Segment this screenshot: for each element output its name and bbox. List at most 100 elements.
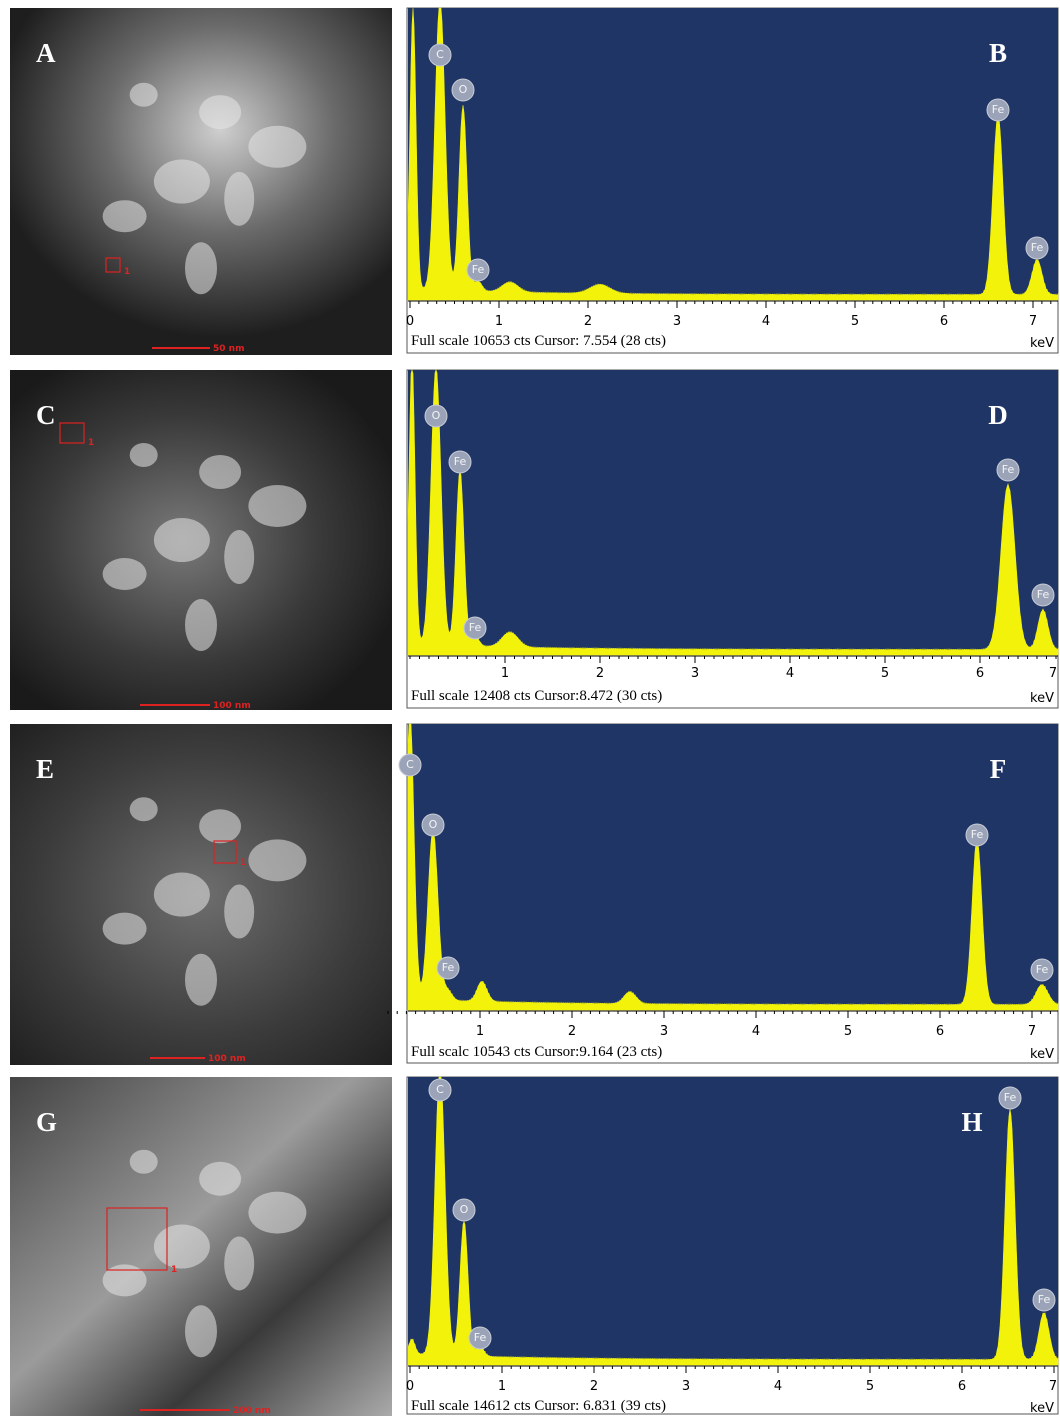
x-tick-label: 5: [851, 314, 859, 329]
x-tick-label: 7: [1028, 1024, 1036, 1039]
particle: [248, 1192, 306, 1234]
image-label: E: [36, 754, 54, 784]
particle: [130, 1150, 158, 1174]
spectrum-caption: Full scale 12408 cts Cursor:8.472 (30 ct…: [411, 688, 662, 704]
x-tick-label: 3: [691, 666, 699, 681]
particle: [199, 95, 241, 129]
particle: [224, 885, 254, 939]
x-tick-label: 6: [976, 666, 984, 681]
particle: [248, 126, 306, 168]
panel-row: A 1 50 nm 0 1 2 3 4 5 6 7 Full scale 10653 cts Curs…: [10, 8, 1058, 355]
spectrum-plot: [408, 724, 1058, 1010]
x-tick-label: 1: [501, 666, 509, 681]
spectrum-label: F: [990, 754, 1007, 784]
x-tick-label: 2: [590, 1379, 598, 1394]
spectrum-plot: [408, 8, 1058, 300]
x-tick-label: 7: [1029, 314, 1037, 329]
particle: [224, 530, 254, 584]
peak-label: O: [429, 818, 438, 831]
scale-bar-label: 100 nm: [213, 701, 251, 711]
unit-label: keV: [1030, 1401, 1054, 1416]
scale-bar-label: 50 nm: [213, 344, 244, 354]
peak-label: C: [436, 48, 444, 61]
peak-label: Fe: [469, 621, 482, 634]
peak-label: Fe: [1031, 241, 1044, 254]
spectrum-caption: Full scale 14612 cts Cursor: 6.831 (39 c…: [411, 1398, 666, 1414]
particle: [199, 1162, 241, 1196]
peak-label: Fe: [1004, 1091, 1017, 1104]
particle: [103, 558, 147, 590]
particle: [224, 172, 254, 226]
x-tick-label: 0: [406, 1379, 414, 1394]
spectrum-caption: Full scalc 10543 cts Cursor:9.164 (23 ct…: [411, 1044, 662, 1060]
x-tick-label: 6: [940, 314, 948, 329]
peak-label: Fe: [442, 961, 455, 974]
particle: [103, 1264, 147, 1296]
unit-label: keV: [1030, 1047, 1054, 1062]
peak-label: Fe: [1038, 1293, 1051, 1306]
x-tick-label: 4: [762, 314, 770, 329]
image-label: C: [36, 400, 56, 430]
x-tick-label: 2: [596, 666, 604, 681]
particle: [103, 200, 147, 232]
particle: [154, 518, 210, 562]
x-tick-label: 6: [958, 1379, 966, 1394]
x-tick-label: 4: [752, 1024, 760, 1039]
x-tick-label: 4: [774, 1379, 782, 1394]
spectrum-label: D: [988, 400, 1008, 430]
particle: [185, 599, 217, 651]
x-tick-label: 5: [844, 1024, 852, 1039]
peak-label: Fe: [472, 263, 485, 276]
x-tick-label: 5: [881, 666, 889, 681]
roi-label: 1: [240, 858, 246, 868]
spectrum-label: H: [961, 1107, 982, 1137]
particle: [199, 809, 241, 843]
x-tick-label: 3: [660, 1024, 668, 1039]
peak-label: O: [460, 1203, 469, 1216]
x-tick-label: 2: [568, 1024, 576, 1039]
peak-label: O: [459, 83, 468, 96]
x-tick-label: 6: [936, 1024, 944, 1039]
image-label: G: [36, 1107, 57, 1137]
particle: [154, 873, 210, 917]
spectrum-label: B: [989, 38, 1007, 68]
x-tick-label: 4: [786, 666, 794, 681]
particle: [224, 1236, 254, 1290]
x-tick-label: 3: [673, 314, 681, 329]
scale-bar-label: 200 nm: [233, 1406, 271, 1416]
figure: A 1 50 nm 0 1 2 3 4 5 6 7 Full scale 10653 cts Curs…: [0, 0, 1060, 1416]
peak-label: C: [406, 758, 414, 771]
particle: [154, 160, 210, 204]
x-tick-label: 5: [866, 1379, 874, 1394]
particle: [185, 1305, 217, 1357]
spectrum-caption: Full scale 10653 cts Cursor: 7.554 (28 c…: [411, 333, 666, 349]
particle: [130, 83, 158, 107]
unit-label: keV: [1030, 336, 1054, 351]
peak-label: C: [436, 1083, 444, 1096]
peak-label: Fe: [971, 828, 984, 841]
x-tick-label: 2: [584, 314, 592, 329]
peak-label: O: [432, 409, 441, 422]
panel-row: C 1 100 nm 1 2 3 4 5 6 7 Full scale 12408 cts Curs…: [10, 370, 1060, 711]
particle: [103, 913, 147, 945]
x-tick-label: 3: [682, 1379, 690, 1394]
image-label: A: [36, 38, 56, 68]
roi-label: 1: [124, 267, 130, 277]
x-tick-label: 1: [495, 314, 503, 329]
peak-label: Fe: [1036, 963, 1049, 976]
scale-bar-label: 100 nm: [208, 1054, 246, 1064]
peak-label: Fe: [474, 1331, 487, 1344]
x-tick-label: 7: [1049, 666, 1057, 681]
panel-row: E 1 100 nm 1 2 3 4 5 6 7 Full scalc 10543 cts Curs…: [10, 724, 1058, 1065]
particle: [248, 839, 306, 881]
particle: [185, 954, 217, 1006]
x-tick-label: 0: [406, 314, 414, 329]
x-tick-label: 1: [498, 1379, 506, 1394]
x-tick-label: 1: [476, 1024, 484, 1039]
particle: [185, 242, 217, 294]
particle: [154, 1225, 210, 1269]
roi-label: 1: [88, 438, 94, 448]
particle: [130, 443, 158, 467]
x-tick-label: 7: [1049, 1379, 1057, 1394]
peak-label: Fe: [1037, 588, 1050, 601]
